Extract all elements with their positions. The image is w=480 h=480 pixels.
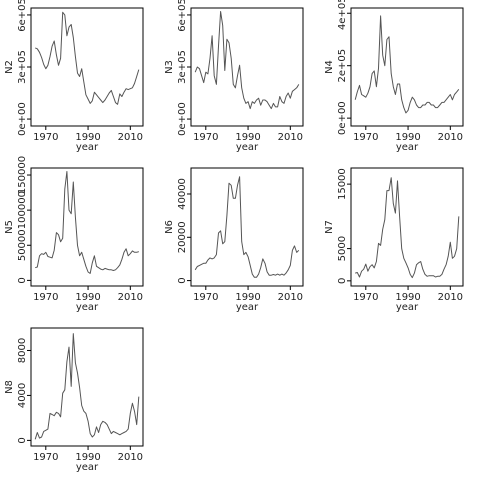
- x-tick-label: 1970: [193, 292, 218, 303]
- y-tick-label: 8000: [17, 338, 28, 363]
- plot-frame: [350, 7, 464, 127]
- plot-frame: [190, 167, 304, 287]
- y-axis-title: N3: [164, 60, 175, 74]
- x-tick-label: 2010: [438, 132, 463, 143]
- x-tick-label: 1970: [33, 452, 58, 463]
- x-axis-title: year: [76, 462, 99, 473]
- plot-frame: [350, 167, 464, 287]
- x-axis-title: year: [396, 142, 419, 153]
- x-tick-label: 1970: [193, 132, 218, 143]
- x-tick-label: 1970: [33, 132, 58, 143]
- y-tick-label: 0: [17, 437, 28, 443]
- x-tick-label: 2010: [278, 292, 303, 303]
- y-tick-label: 0: [17, 277, 28, 283]
- y-tick-label: 40000: [177, 178, 188, 210]
- y-tick-label: 6e+05: [17, 0, 28, 32]
- series-line-n4: [354, 15, 460, 114]
- y-tick-label: 2e+05: [337, 49, 348, 83]
- y-tick-label: 0: [337, 278, 348, 284]
- y-tick-label: 6e+05: [177, 0, 188, 32]
- panel-n3: 1970 1990 2010 0e+00 3e+05 6e+05 year N3: [164, 0, 304, 153]
- x-tick-label: 1990: [75, 132, 100, 143]
- x-tick-label: 2010: [118, 132, 143, 143]
- y-tick-label: 0e+00: [177, 102, 188, 136]
- series-line-n8: [34, 333, 140, 440]
- y-tick-label: 50000: [17, 229, 28, 261]
- y-axis-title: N7: [324, 220, 335, 234]
- y-tick-label: 3e+05: [177, 50, 188, 84]
- plot-frame: [30, 167, 144, 287]
- panel-n4: 1970 1990 2010 0e+00 2e+05 4e+05 year N4: [324, 0, 464, 153]
- x-tick-label: 2010: [118, 292, 143, 303]
- x-axis-title: year: [236, 302, 259, 313]
- x-tick-label: 2010: [438, 292, 463, 303]
- series-line-n5: [35, 171, 139, 274]
- y-tick-label: 150000: [17, 156, 28, 194]
- series-line-n3: [194, 11, 300, 110]
- y-axis-title: N4: [324, 60, 335, 74]
- y-tick-label: 0e+00: [17, 102, 28, 136]
- y-tick-label: 4000: [17, 383, 28, 408]
- y-tick-label: 3e+05: [17, 50, 28, 84]
- plot-frame: [30, 327, 144, 447]
- x-tick-label: 1970: [33, 292, 58, 303]
- x-axis-title: year: [236, 142, 259, 153]
- x-tick-label: 1990: [75, 292, 100, 303]
- y-tick-label: 0: [177, 277, 188, 283]
- series-line-n2: [35, 11, 140, 105]
- x-axis-title: year: [396, 302, 419, 313]
- series-line-n7: [355, 177, 460, 279]
- series-line-n6: [194, 176, 300, 278]
- plot-frame: [190, 7, 304, 127]
- x-tick-label: 1970: [353, 292, 378, 303]
- x-tick-label: 1990: [235, 132, 260, 143]
- y-tick-label: 4e+05: [337, 0, 348, 30]
- x-axis-title: year: [76, 302, 99, 313]
- y-axis-title: N5: [4, 220, 15, 234]
- x-tick-label: 1990: [395, 292, 420, 303]
- y-tick-label: 100000: [17, 191, 28, 229]
- y-axis-title: N8: [4, 380, 15, 394]
- x-tick-label: 1970: [353, 132, 378, 143]
- panel-n2: 1970 1990 2010 0e+00 3e+05 6e+05 year N2: [4, 0, 144, 153]
- plot-frame: [30, 7, 144, 127]
- x-tick-label: 2010: [118, 452, 143, 463]
- y-axis-title: N2: [4, 60, 15, 74]
- panel-n7: 1970 1990 2010 0 5000 15000 year N7: [324, 167, 464, 313]
- x-tick-label: 2010: [278, 132, 303, 143]
- x-tick-label: 1990: [75, 452, 100, 463]
- x-tick-label: 1990: [395, 132, 420, 143]
- x-tick-label: 1990: [235, 292, 260, 303]
- panel-n8: 1970 1990 2010 0 4000 8000 year N8: [4, 327, 144, 473]
- y-tick-label: 20000: [177, 221, 188, 253]
- y-tick-label: 5000: [337, 236, 348, 261]
- y-tick-label: 15000: [337, 168, 348, 200]
- y-axis-title: N6: [164, 220, 175, 234]
- x-axis-title: year: [76, 142, 99, 153]
- y-tick-label: 0e+00: [337, 101, 348, 135]
- panel-n6: 1970 1990 2010 0 20000 40000 year N6: [164, 167, 304, 313]
